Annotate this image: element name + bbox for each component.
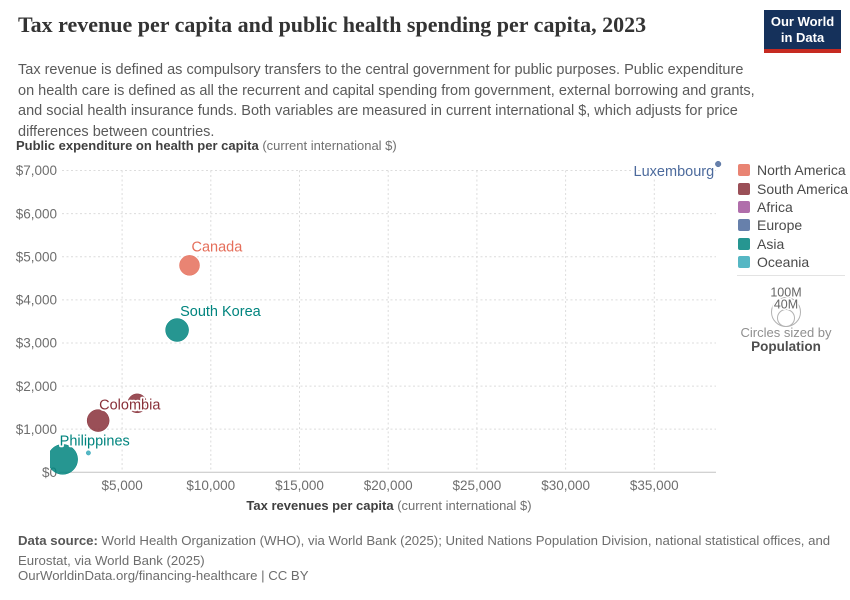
data-point-label-colombia: Colombia: [99, 398, 161, 414]
data-point-label-south-korea: South Korea: [180, 304, 262, 320]
legend-item-oceania[interactable]: Oceania: [738, 253, 848, 271]
data-point-canada[interactable]: [179, 255, 200, 276]
y-tick-label: $4,000: [16, 293, 57, 308]
footer-source-text: World Health Organization (WHO), via Wor…: [18, 533, 831, 568]
scatter-plot: $0$1,000$2,000$3,000$4,000$5,000$6,000$7…: [16, 138, 832, 513]
data-point-label-philippines: Philippines: [60, 433, 130, 449]
legend-swatch-africa: [738, 200, 750, 213]
x-axis-title-main: Tax revenues per capita: [246, 498, 394, 513]
legend-item-label: Oceania: [757, 254, 810, 271]
data-point-luxembourg[interactable]: [715, 160, 722, 168]
legend-item-europe[interactable]: Europe: [738, 216, 848, 234]
legend-item-north-america[interactable]: North America: [738, 161, 848, 179]
legend-item-label: North America: [757, 162, 846, 179]
y-axis-title: Public expenditure on health per capita …: [16, 138, 397, 153]
owid-logo-line1: Our World: [770, 14, 835, 29]
owid-logo-line2: in Data: [780, 29, 825, 45]
y-tick-label: $2,000: [16, 379, 57, 394]
legend-item-label: Africa: [757, 198, 793, 215]
size-legend-inner-label: 40M: [774, 298, 798, 312]
x-tick-label: $15,000: [275, 478, 324, 493]
x-tick-label: $30,000: [541, 478, 590, 493]
legend-item-africa[interactable]: Africa: [738, 198, 848, 216]
data-point-unlabeled[interactable]: [127, 393, 147, 414]
y-tick-label: $7,000: [16, 163, 57, 178]
x-tick-label: $20,000: [364, 478, 413, 493]
legend-item-label: Asia: [757, 235, 785, 252]
data-point-colombia[interactable]: [86, 409, 110, 432]
data-point-unlabeled[interactable]: [85, 450, 91, 456]
legend-item-label: South America: [757, 180, 849, 197]
chart-subtitle: Tax revenue is defined as compulsory tra…: [18, 62, 755, 140]
legend-item-label: Europe: [757, 217, 803, 234]
footer-source-label: Data source:: [18, 533, 98, 548]
size-legend-outer-label: 100M: [770, 286, 801, 300]
x-tick-label: $25,000: [452, 478, 501, 493]
legend-item-asia[interactable]: Asia: [738, 235, 848, 253]
data-point-south-korea[interactable]: [165, 318, 189, 342]
y-tick-label: $3,000: [16, 336, 57, 351]
size-legend-inner-circle: [777, 309, 795, 327]
size-legend-caption-bold: Population: [751, 339, 821, 354]
legend-divider: [737, 275, 845, 276]
legend-swatch-south-america: [738, 182, 750, 195]
data-point-philippines[interactable]: [48, 444, 78, 475]
footer-link[interactable]: OurWorldinData.org/financing-healthcare …: [18, 568, 309, 583]
chart-title: Tax revenue per capita and public health…: [18, 12, 647, 37]
owid-logo[interactable]: Our World in Data: [764, 10, 841, 53]
legend-swatch-asia: [738, 237, 750, 250]
x-tick-label: $5,000: [101, 478, 142, 493]
y-tick-label: $6,000: [16, 206, 57, 221]
y-axis-title-unit: (current international $): [259, 138, 397, 153]
data-point-label-canada: Canada: [192, 239, 244, 255]
x-tick-label: $10,000: [186, 478, 235, 493]
data-points-layer: [48, 160, 722, 475]
legend-swatch-oceania: [738, 256, 750, 269]
y-tick-label: $1,000: [16, 422, 57, 437]
legend: North America South America Africa Europe As…: [738, 161, 848, 271]
y-axis-title-main: Public expenditure on health per capita: [16, 138, 259, 153]
legend-swatch-europe: [738, 219, 750, 232]
x-axis-title-unit: (current international $): [394, 498, 532, 513]
legend-item-south-america[interactable]: South America: [738, 179, 848, 197]
legend-swatch-north-america: [738, 164, 750, 177]
footer-source: Data source: World Health Organization (…: [18, 531, 833, 570]
data-point-label-luxembourg: Luxembourg: [634, 164, 715, 180]
y-tick-label: $5,000: [16, 249, 57, 264]
x-axis-title: Tax revenues per capita (current interna…: [246, 498, 531, 513]
size-legend-caption: Circles sized by: [740, 325, 832, 340]
x-tick-label: $35,000: [630, 478, 679, 493]
